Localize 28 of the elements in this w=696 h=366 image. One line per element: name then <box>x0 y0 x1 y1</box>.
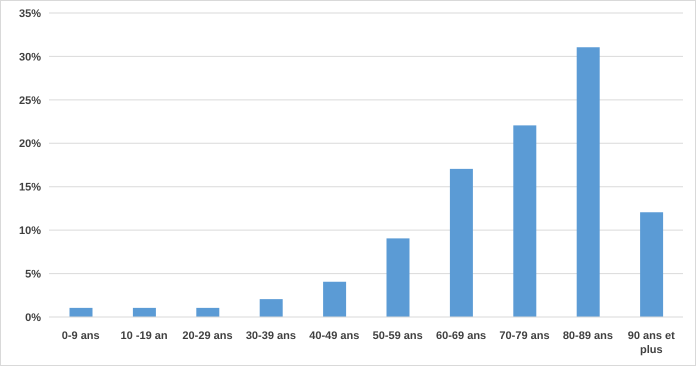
x-tick-label: 70-79 ans <box>499 330 550 342</box>
x-tick-label: 30-39 ans <box>246 330 296 342</box>
x-tick-label: 80-89 ans <box>562 330 613 342</box>
y-tick-label: 10% <box>18 225 42 238</box>
bar <box>386 238 410 317</box>
y-tick-label: 15% <box>18 182 42 194</box>
x-tick-label: 60-69 ans <box>436 330 486 342</box>
y-tick-label: 25% <box>18 94 42 107</box>
x-tick-label: 50-59 ans <box>372 330 423 342</box>
x-tick-label: 10 -19 an <box>120 330 168 342</box>
bar <box>196 308 220 317</box>
bar <box>576 47 600 317</box>
y-tick-label: 35% <box>18 8 42 20</box>
y-tick-label: 0% <box>25 312 42 324</box>
y-tick-label: 5% <box>25 268 42 280</box>
y-tick-label: 30% <box>18 51 42 64</box>
bar <box>260 299 283 317</box>
bar <box>640 212 664 317</box>
x-tick-label: 90 ans et plus <box>628 330 676 356</box>
bar <box>323 282 346 317</box>
bar <box>513 125 536 317</box>
bar <box>70 308 92 317</box>
x-tick-label: 40-49 ans <box>309 330 360 342</box>
bar <box>132 308 156 317</box>
y-tick-label: 20% <box>18 138 42 150</box>
bar <box>450 168 473 317</box>
x-tick-label: 20-29 ans <box>182 330 233 342</box>
x-tick-label: 0-9 ans <box>62 330 100 342</box>
